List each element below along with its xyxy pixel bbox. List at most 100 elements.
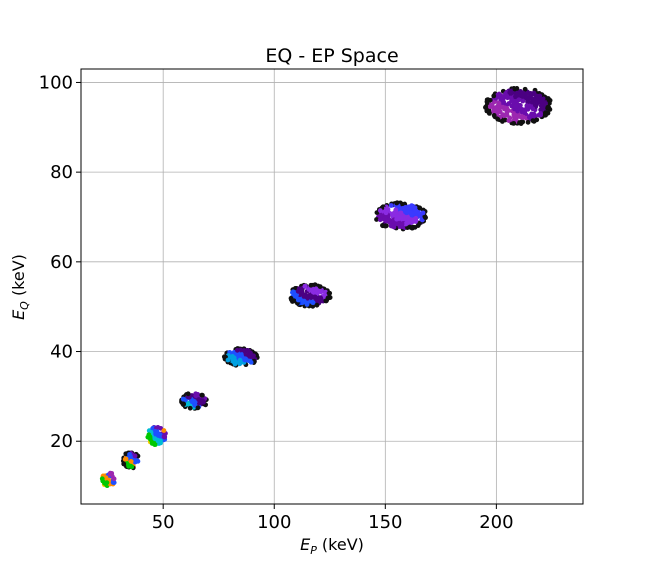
data-point <box>248 359 254 365</box>
data-point <box>299 288 305 294</box>
data-point <box>195 405 201 411</box>
data-point <box>496 100 502 106</box>
y-tick-label: 100 <box>39 72 73 93</box>
data-point <box>517 120 522 126</box>
data-point <box>509 98 515 104</box>
data-point <box>301 298 307 304</box>
data-point <box>245 347 250 353</box>
data-point <box>484 99 490 105</box>
data-point <box>377 208 383 213</box>
data-point <box>382 216 388 222</box>
data-point <box>546 100 552 106</box>
data-point <box>242 357 248 363</box>
cluster-4 <box>179 391 209 411</box>
data-point <box>405 214 411 220</box>
data-point <box>383 210 389 216</box>
data-point <box>237 361 243 367</box>
data-point <box>491 113 497 118</box>
data-point <box>522 109 528 115</box>
data-point <box>543 112 548 118</box>
data-point <box>128 454 133 460</box>
data-point <box>302 283 308 289</box>
data-point <box>504 112 510 118</box>
data-point <box>295 297 301 303</box>
data-point <box>537 93 543 99</box>
data-point <box>199 392 205 398</box>
data-point <box>132 453 138 459</box>
data-point <box>314 302 320 308</box>
data-point <box>420 210 426 216</box>
plot-frame <box>80 68 584 505</box>
y-axis-title-unit: (keV) <box>9 254 28 301</box>
data-point <box>545 104 551 110</box>
data-point <box>310 289 316 295</box>
data-point <box>506 118 512 123</box>
data-point <box>288 297 294 302</box>
data-point <box>301 294 307 299</box>
cluster-5 <box>221 346 260 368</box>
data-point <box>526 114 532 120</box>
data-point <box>153 428 158 434</box>
data-point <box>517 103 523 108</box>
y-tick-label: 20 <box>50 431 73 452</box>
data-point <box>180 396 186 402</box>
data-point <box>107 472 113 477</box>
data-point <box>388 203 394 208</box>
data-point <box>409 225 415 231</box>
cluster-1 <box>99 470 117 489</box>
x-axis-title: EP (keV) <box>300 535 364 557</box>
data-point <box>161 428 167 433</box>
data-point <box>489 103 495 108</box>
data-point <box>225 357 231 363</box>
data-point <box>393 207 399 213</box>
cluster-8 <box>483 86 553 127</box>
data-point <box>181 402 186 408</box>
data-point <box>237 357 243 363</box>
data-point <box>525 119 531 125</box>
data-point <box>157 432 163 438</box>
data-point <box>317 296 322 301</box>
data-point <box>529 99 535 105</box>
cluster-7 <box>374 200 428 232</box>
data-point <box>232 361 238 367</box>
data-point <box>536 112 542 118</box>
data-point <box>538 103 544 109</box>
data-point <box>507 90 513 95</box>
data-point <box>514 86 520 91</box>
data-point <box>530 118 536 124</box>
y-axis-title: EQ (keV) <box>9 254 31 320</box>
points-layer <box>99 86 553 489</box>
data-point <box>511 120 517 126</box>
data-point <box>403 221 409 227</box>
y-axis-title-sub: Q <box>18 301 31 310</box>
data-point <box>516 97 522 103</box>
data-point <box>538 107 544 113</box>
data-point <box>317 284 323 290</box>
data-point <box>234 347 240 353</box>
data-point <box>412 205 418 211</box>
y-axis-title-main: E <box>9 309 28 320</box>
data-point <box>110 480 116 485</box>
data-point <box>318 289 324 295</box>
data-point <box>323 298 329 304</box>
data-point <box>386 217 392 222</box>
data-point <box>545 96 551 101</box>
data-point <box>327 290 333 296</box>
data-point <box>514 92 520 97</box>
y-tick-label: 40 <box>50 342 73 363</box>
data-point <box>155 438 161 444</box>
data-point <box>417 205 423 211</box>
data-point <box>513 104 519 109</box>
data-point <box>308 282 314 288</box>
x-axis-title-main: E <box>300 535 311 554</box>
data-point <box>398 210 404 216</box>
data-point <box>520 93 525 99</box>
data-point <box>529 92 535 97</box>
cluster-2 <box>120 450 141 471</box>
data-point <box>161 434 167 440</box>
data-point <box>502 106 507 112</box>
data-point <box>185 391 191 397</box>
data-point <box>196 397 202 402</box>
data-point <box>377 217 383 223</box>
x-tick-label: 50 <box>152 512 175 533</box>
